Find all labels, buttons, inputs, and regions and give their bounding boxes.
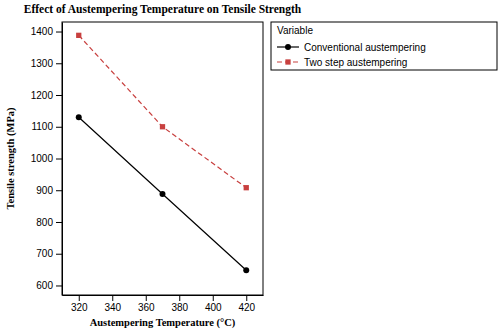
y-tick: 800 — [36, 217, 62, 228]
x-tick-label: 380 — [171, 302, 188, 313]
x-tick-mark — [146, 295, 147, 301]
plot-marks — [76, 33, 249, 274]
x-tick: 320 — [71, 295, 88, 313]
x-tick-mark — [246, 295, 247, 301]
x-tick-mark — [79, 295, 80, 301]
x-tick: 420 — [238, 295, 255, 313]
x-tick-mark — [112, 295, 113, 301]
y-tick-label: 700 — [36, 248, 53, 259]
y-tick-mark — [56, 190, 62, 191]
y-tick: 1400 — [31, 26, 62, 37]
x-tick-mark — [213, 295, 214, 301]
y-tick-label: 1200 — [31, 90, 54, 101]
y-tick-mark — [56, 285, 62, 286]
series-point — [244, 185, 249, 190]
x-tick-label: 400 — [205, 302, 222, 313]
y-tick-mark — [56, 222, 62, 223]
y-tick: 700 — [36, 248, 62, 259]
y-tick-mark — [56, 32, 62, 33]
y-tick-label: 1300 — [31, 58, 54, 69]
plot-frame — [62, 22, 263, 295]
legend-label: Conventional austempering — [304, 42, 426, 53]
x-tick: 360 — [138, 295, 155, 313]
y-tick: 1100 — [31, 121, 62, 132]
y-tick-label: 1400 — [31, 26, 54, 37]
x-tick-label: 360 — [138, 302, 155, 313]
y-tick-label: 1100 — [31, 121, 53, 132]
series-point — [160, 124, 165, 129]
legend-label: Two step austempering — [304, 57, 407, 68]
x-axis-title: Austempering Temperature (°C) — [90, 317, 236, 329]
y-axis: 600 700 800 900 1000 1100 1200 1300 1400 — [31, 23, 63, 296]
legend-box — [271, 22, 497, 70]
chart: 320 340 360 380 400 420 600 700 800 900 1000 1100 12… — [0, 0, 500, 330]
y-tick-label: 900 — [36, 185, 53, 196]
legend-marker — [285, 44, 291, 50]
y-tick-mark — [56, 95, 62, 96]
y-tick: 900 — [36, 185, 62, 196]
legend-marker — [285, 59, 290, 64]
y-tick: 1200 — [31, 90, 62, 101]
y-axis-title: Tensile strength (MPa) — [5, 107, 17, 210]
y-axis-line — [62, 23, 63, 296]
y-tick: 1000 — [31, 153, 62, 164]
y-tick-label: 600 — [36, 280, 53, 291]
y-tick-label: 800 — [36, 217, 53, 228]
x-tick-mark — [179, 295, 180, 301]
x-tick-label: 340 — [104, 302, 121, 313]
y-tick-label: 1000 — [31, 153, 54, 164]
series-point — [76, 114, 82, 120]
chart-title: Effect of Austempering Temperature on Te… — [24, 3, 302, 16]
series-point — [243, 267, 249, 273]
series-point — [76, 33, 81, 38]
y-tick-mark — [56, 127, 62, 128]
legend: Variable Conventional austempering Two ste… — [271, 22, 497, 70]
series-line — [79, 35, 247, 187]
y-tick-mark — [56, 63, 62, 64]
x-tick: 380 — [171, 295, 188, 313]
y-tick-mark — [56, 159, 62, 160]
x-tick: 400 — [205, 295, 222, 313]
series-line — [79, 117, 247, 270]
series-point — [160, 191, 166, 197]
x-axis-line — [63, 295, 264, 296]
x-tick: 340 — [104, 295, 121, 313]
y-tick: 1300 — [31, 58, 62, 69]
x-tick-label: 420 — [238, 302, 255, 313]
y-tick: 600 — [36, 280, 62, 291]
x-tick-label: 320 — [71, 302, 88, 313]
x-axis: 320 340 360 380 400 420 — [63, 295, 264, 313]
y-tick-mark — [56, 254, 62, 255]
legend-title: Variable — [277, 25, 313, 36]
